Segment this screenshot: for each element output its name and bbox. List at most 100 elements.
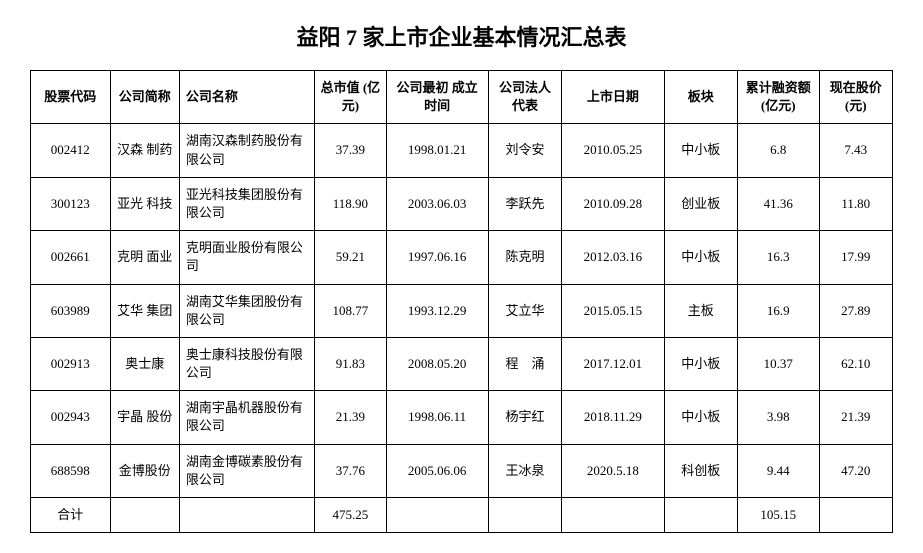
table-cell: 1998.01.21 bbox=[386, 124, 488, 177]
table-cell: 002943 bbox=[31, 391, 111, 444]
col-code: 股票代码 bbox=[31, 71, 111, 124]
table-cell: 002412 bbox=[31, 124, 111, 177]
table-cell: 11.80 bbox=[819, 177, 892, 230]
table-cell: 克明 面业 bbox=[110, 231, 179, 284]
table-cell: 002661 bbox=[31, 231, 111, 284]
table-row: 002412汉森 制药湖南汉森制药股份有限公司37.391998.01.21刘令… bbox=[31, 124, 893, 177]
summary-table: 股票代码 公司简称 公司名称 总市值 (亿元) 公司最初 成立时间 公司法人 代… bbox=[30, 70, 893, 533]
col-found: 公司最初 成立时间 bbox=[386, 71, 488, 124]
table-cell: 汉森 制药 bbox=[110, 124, 179, 177]
table-cell: 2012.03.16 bbox=[562, 231, 664, 284]
table-cell: 21.39 bbox=[315, 391, 386, 444]
table-cell: 2008.05.20 bbox=[386, 337, 488, 390]
table-cell: 17.99 bbox=[819, 231, 892, 284]
table-cell: 亚光科技集团股份有限公司 bbox=[179, 177, 314, 230]
table-row: 300123亚光 科技亚光科技集团股份有限公司118.902003.06.03李… bbox=[31, 177, 893, 230]
table-cell: 2010.09.28 bbox=[562, 177, 664, 230]
table-cell: 27.89 bbox=[819, 284, 892, 337]
table-cell: 克明面业股份有限公司 bbox=[179, 231, 314, 284]
table-row: 688598金博股份湖南金博碳素股份有限公司37.762005.06.06王冰泉… bbox=[31, 444, 893, 497]
col-board: 板块 bbox=[664, 71, 737, 124]
col-fin: 累计融资额 (亿元) bbox=[737, 71, 819, 124]
empty-cell bbox=[664, 498, 737, 533]
total-market-cap: 475.25 bbox=[315, 498, 386, 533]
table-cell: 湖南金博碳素股份有限公司 bbox=[179, 444, 314, 497]
table-cell: 16.9 bbox=[737, 284, 819, 337]
col-legal: 公司法人 代表 bbox=[488, 71, 561, 124]
table-cell: 杨宇红 bbox=[488, 391, 561, 444]
table-cell: 3.98 bbox=[737, 391, 819, 444]
table-cell: 中小板 bbox=[664, 391, 737, 444]
page-title: 益阳 7 家上市企业基本情况汇总表 bbox=[30, 20, 893, 52]
table-cell: 41.36 bbox=[737, 177, 819, 230]
col-cap: 总市值 (亿元) bbox=[315, 71, 386, 124]
table-cell: 62.10 bbox=[819, 337, 892, 390]
table-cell: 603989 bbox=[31, 284, 111, 337]
table-cell: 21.39 bbox=[819, 391, 892, 444]
total-label: 合计 bbox=[31, 498, 111, 533]
table-cell: 亚光 科技 bbox=[110, 177, 179, 230]
table-total-row: 合计 475.25 105.15 bbox=[31, 498, 893, 533]
table-cell: 300123 bbox=[31, 177, 111, 230]
table-cell: 47.20 bbox=[819, 444, 892, 497]
empty-cell bbox=[386, 498, 488, 533]
table-cell: 1998.06.11 bbox=[386, 391, 488, 444]
total-financing: 105.15 bbox=[737, 498, 819, 533]
col-ipo: 上市日期 bbox=[562, 71, 664, 124]
table-cell: 108.77 bbox=[315, 284, 386, 337]
table-cell: 10.37 bbox=[737, 337, 819, 390]
table-cell: 37.39 bbox=[315, 124, 386, 177]
table-cell: 7.43 bbox=[819, 124, 892, 177]
table-cell: 118.90 bbox=[315, 177, 386, 230]
empty-cell bbox=[179, 498, 314, 533]
table-cell: 科创板 bbox=[664, 444, 737, 497]
table-cell: 宇晶 股份 bbox=[110, 391, 179, 444]
table-cell: 2005.06.06 bbox=[386, 444, 488, 497]
table-cell: 2010.05.25 bbox=[562, 124, 664, 177]
table-cell: 中小板 bbox=[664, 124, 737, 177]
table-cell: 陈克明 bbox=[488, 231, 561, 284]
table-cell: 16.3 bbox=[737, 231, 819, 284]
table-cell: 奥士康 bbox=[110, 337, 179, 390]
empty-cell bbox=[819, 498, 892, 533]
table-row: 603989艾华 集团湖南艾华集团股份有限公司108.771993.12.29艾… bbox=[31, 284, 893, 337]
table-cell: 1993.12.29 bbox=[386, 284, 488, 337]
table-cell: 37.76 bbox=[315, 444, 386, 497]
table-cell: 金博股份 bbox=[110, 444, 179, 497]
table-cell: 2015.05.15 bbox=[562, 284, 664, 337]
table-cell: 中小板 bbox=[664, 231, 737, 284]
table-header-row: 股票代码 公司简称 公司名称 总市值 (亿元) 公司最初 成立时间 公司法人 代… bbox=[31, 71, 893, 124]
table-cell: 创业板 bbox=[664, 177, 737, 230]
table-cell: 2003.06.03 bbox=[386, 177, 488, 230]
table-cell: 湖南汉森制药股份有限公司 bbox=[179, 124, 314, 177]
col-name: 公司名称 bbox=[179, 71, 314, 124]
table-cell: 奥士康科技股份有限公司 bbox=[179, 337, 314, 390]
table-cell: 王冰泉 bbox=[488, 444, 561, 497]
empty-cell bbox=[110, 498, 179, 533]
table-cell: 002913 bbox=[31, 337, 111, 390]
table-cell: 2020.5.18 bbox=[562, 444, 664, 497]
table-row: 002913奥士康奥士康科技股份有限公司91.832008.05.20程 涌20… bbox=[31, 337, 893, 390]
table-cell: 59.21 bbox=[315, 231, 386, 284]
table-cell: 688598 bbox=[31, 444, 111, 497]
table-cell: 艾立华 bbox=[488, 284, 561, 337]
table-cell: 2017.12.01 bbox=[562, 337, 664, 390]
table-cell: 91.83 bbox=[315, 337, 386, 390]
table-cell: 李跃先 bbox=[488, 177, 561, 230]
table-cell: 中小板 bbox=[664, 337, 737, 390]
table-cell: 湖南宇晶机器股份有限公司 bbox=[179, 391, 314, 444]
table-cell: 2018.11.29 bbox=[562, 391, 664, 444]
table-cell: 刘令安 bbox=[488, 124, 561, 177]
empty-cell bbox=[488, 498, 561, 533]
table-cell: 艾华 集团 bbox=[110, 284, 179, 337]
col-price: 现在股价 (元) bbox=[819, 71, 892, 124]
table-cell: 1997.06.16 bbox=[386, 231, 488, 284]
col-short: 公司简称 bbox=[110, 71, 179, 124]
table-cell: 主板 bbox=[664, 284, 737, 337]
table-cell: 9.44 bbox=[737, 444, 819, 497]
table-row: 002943宇晶 股份湖南宇晶机器股份有限公司21.391998.06.11杨宇… bbox=[31, 391, 893, 444]
table-cell: 程 涌 bbox=[488, 337, 561, 390]
table-cell: 湖南艾华集团股份有限公司 bbox=[179, 284, 314, 337]
table-row: 002661克明 面业克明面业股份有限公司59.211997.06.16陈克明2… bbox=[31, 231, 893, 284]
table-cell: 6.8 bbox=[737, 124, 819, 177]
